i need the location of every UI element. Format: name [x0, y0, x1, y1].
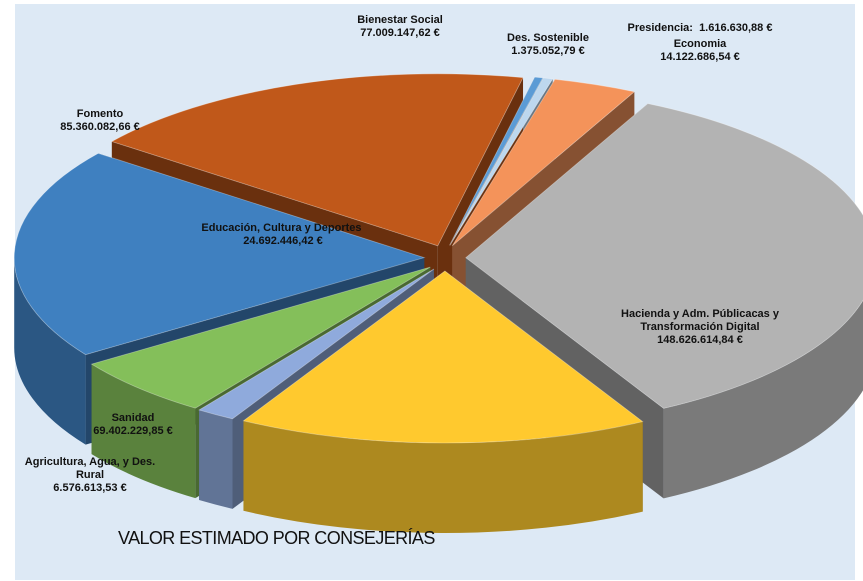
- category-label: Fomento: [76, 108, 124, 120]
- category-label: Educación, Cultura y Deportes: [201, 222, 362, 234]
- slice: [13, 152, 426, 356]
- data-label: Des. Sostenible 1.375.052,79 €: [493, 32, 603, 58]
- category-label: Agricultura, Agua, y Des. Rural: [24, 456, 156, 481]
- category-label: Sanidad: [111, 412, 155, 424]
- slice-side: [14, 257, 86, 445]
- value-label: 77.009.147,62 €: [360, 27, 440, 39]
- category-label: Economia: [673, 38, 727, 50]
- data-label: Bienestar Social 77.009.147,62 €: [330, 14, 470, 40]
- slice: [465, 103, 863, 409]
- slice: [449, 76, 544, 246]
- category-label: Bienestar Social: [357, 14, 443, 26]
- data-label: Economia 14.122.686,54 €: [635, 38, 765, 64]
- data-label: Agricultura, Agua, y Des. Rural 6.576.613…: [10, 456, 170, 495]
- data-label: Sanidad 69.402.229,85 €: [63, 412, 203, 438]
- slice: [449, 77, 554, 246]
- value-label: 69.402.229,85 €: [93, 425, 173, 437]
- slice-side: [91, 364, 196, 499]
- value-label: 6.576.613,53 €: [53, 482, 127, 494]
- value-label: 1.375.052,79 €: [511, 45, 585, 57]
- slice: [198, 268, 435, 420]
- value-label: 14.122.686,54 €: [660, 51, 740, 63]
- value-label: 85.360.082,66 €: [60, 121, 140, 133]
- chart-title: VALOR ESTIMADO POR CONSEJERÍAS: [118, 528, 435, 548]
- data-label: Fomento 85.360.082,66 €: [35, 108, 165, 134]
- category-label: Hacienda y Adm. Públicacas y Transformac…: [621, 308, 779, 333]
- slice: [110, 73, 524, 247]
- slice: [451, 78, 636, 247]
- slice: [90, 266, 431, 409]
- category-label: Presidencia:: [627, 22, 693, 34]
- slice: [242, 270, 644, 444]
- data-label: Educación, Cultura y Deportes 24.692.446…: [193, 222, 373, 248]
- slice-side: [243, 420, 643, 533]
- slice-side: [199, 409, 233, 509]
- value-label: 1.616.630,88 €: [699, 22, 773, 34]
- value-label: 24.692.446,42 €: [243, 235, 323, 247]
- category-label: Des. Sostenible: [507, 32, 589, 44]
- value-label: 148.626.614,84 €: [657, 334, 743, 346]
- data-label: Hacienda y Adm. Públicacas y Transformac…: [595, 308, 805, 347]
- data-label: Presidencia: 1.616.630,88 €: [600, 22, 800, 35]
- slice-side: [663, 300, 863, 499]
